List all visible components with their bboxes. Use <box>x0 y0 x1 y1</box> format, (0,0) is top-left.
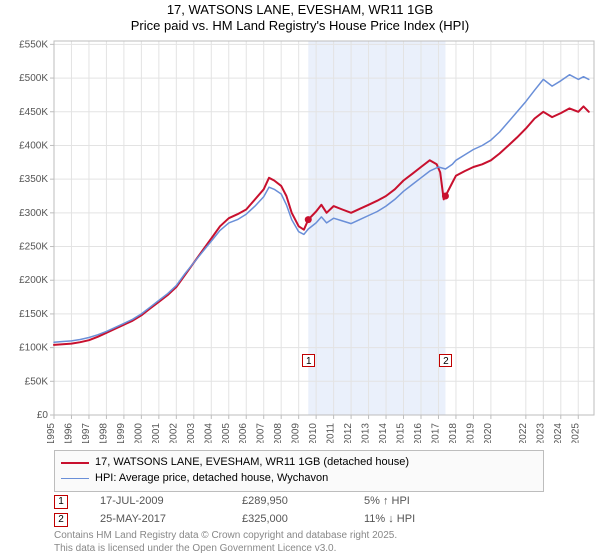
sale-row: 2 25-MAY-2017 £325,000 11% ↓ HPI <box>54 511 474 528</box>
svg-text:1997: 1997 <box>81 422 92 442</box>
svg-text:1995: 1995 <box>46 422 57 442</box>
svg-text:2005: 2005 <box>221 422 232 442</box>
svg-text:2015: 2015 <box>396 422 407 442</box>
svg-text:2020: 2020 <box>483 422 494 442</box>
svg-text:£450K: £450K <box>19 106 48 117</box>
title-subtitle: Price paid vs. HM Land Registry's House … <box>0 18 600 34</box>
title-address: 17, WATSONS LANE, EVESHAM, WR11 1GB <box>0 2 600 18</box>
svg-text:£100K: £100K <box>19 342 48 353</box>
svg-text:2023: 2023 <box>535 422 546 442</box>
svg-text:2019: 2019 <box>465 422 476 442</box>
svg-text:2014: 2014 <box>378 422 389 442</box>
legend-item: 17, WATSONS LANE, EVESHAM, WR11 1GB (det… <box>61 455 537 471</box>
svg-text:2011: 2011 <box>326 422 337 442</box>
svg-text:1998: 1998 <box>98 422 109 442</box>
svg-text:2002: 2002 <box>168 422 179 442</box>
svg-text:2004: 2004 <box>203 422 214 442</box>
legend-item: HPI: Average price, detached house, Wych… <box>61 471 537 487</box>
svg-text:£300K: £300K <box>19 207 48 218</box>
chart-sale-marker: 2 <box>439 354 452 367</box>
svg-text:1999: 1999 <box>116 422 127 442</box>
svg-text:2017: 2017 <box>430 422 441 442</box>
sale-marker-icon: 2 <box>54 513 68 527</box>
footer-line1: Contains HM Land Registry data © Crown c… <box>54 530 397 543</box>
footer-line2: This data is licensed under the Open Gov… <box>54 543 397 556</box>
sale-vs-hpi: 5% ↑ HPI <box>364 493 474 510</box>
svg-text:2003: 2003 <box>186 422 197 442</box>
svg-text:2024: 2024 <box>553 422 564 442</box>
svg-text:£400K: £400K <box>19 140 48 151</box>
svg-text:£150K: £150K <box>19 308 48 319</box>
svg-text:2009: 2009 <box>291 422 302 442</box>
legend-label: 17, WATSONS LANE, EVESHAM, WR11 1GB (det… <box>95 455 409 471</box>
svg-text:£500K: £500K <box>19 73 48 84</box>
legend-label: HPI: Average price, detached house, Wych… <box>95 471 328 487</box>
line-chart: £0 £50K £100K £150K £200K £250K £300K £350K £400… <box>0 35 600 443</box>
sale-marker-icon: 1 <box>54 495 68 509</box>
svg-text:2001: 2001 <box>151 422 162 442</box>
chart-container: £0 £50K £100K £150K £200K £250K £300K £350K £400… <box>0 35 600 443</box>
svg-text:£350K: £350K <box>19 174 48 185</box>
svg-text:2022: 2022 <box>518 422 529 442</box>
svg-text:2013: 2013 <box>361 422 372 442</box>
sale-vs-hpi: 11% ↓ HPI <box>364 511 474 528</box>
svg-text:1996: 1996 <box>63 422 74 442</box>
sale-price: £289,950 <box>242 493 332 510</box>
attribution-footer: Contains HM Land Registry data © Crown c… <box>54 530 397 555</box>
sales-table: 1 17-JUL-2009 £289,950 5% ↑ HPI 2 25-MAY-2017… <box>54 493 474 529</box>
chart-sale-marker: 1 <box>302 354 315 367</box>
svg-text:£250K: £250K <box>19 241 48 252</box>
svg-text:2018: 2018 <box>448 422 459 442</box>
sale-price: £325,000 <box>242 511 332 528</box>
svg-text:2006: 2006 <box>238 422 249 442</box>
legend-swatch <box>61 462 89 464</box>
title-block: 17, WATSONS LANE, EVESHAM, WR11 1GB Pric… <box>0 0 600 35</box>
sale-date: 17-JUL-2009 <box>100 493 210 510</box>
legend: 17, WATSONS LANE, EVESHAM, WR11 1GB (det… <box>54 450 544 492</box>
svg-text:2000: 2000 <box>133 422 144 442</box>
legend-swatch <box>61 478 89 479</box>
svg-text:2016: 2016 <box>413 422 424 442</box>
svg-text:£550K: £550K <box>19 39 48 50</box>
svg-text:2007: 2007 <box>256 422 267 442</box>
svg-text:2025: 2025 <box>570 422 581 442</box>
svg-text:2010: 2010 <box>308 422 319 442</box>
svg-text:£200K: £200K <box>19 275 48 286</box>
sale-row: 1 17-JUL-2009 £289,950 5% ↑ HPI <box>54 493 474 510</box>
svg-text:2012: 2012 <box>343 422 354 442</box>
svg-text:2008: 2008 <box>273 422 284 442</box>
svg-text:£50K: £50K <box>25 376 49 387</box>
sale-date: 25-MAY-2017 <box>100 511 210 528</box>
svg-text:£0: £0 <box>37 410 49 421</box>
